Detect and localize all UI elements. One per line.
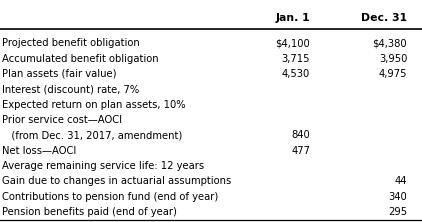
Text: 477: 477 bbox=[291, 146, 310, 156]
Text: $4,380: $4,380 bbox=[373, 38, 407, 48]
Text: 340: 340 bbox=[389, 192, 407, 202]
Text: Net loss—AOCI: Net loss—AOCI bbox=[2, 146, 76, 156]
Text: Dec. 31: Dec. 31 bbox=[361, 13, 407, 23]
Text: Interest (discount) rate, 7%: Interest (discount) rate, 7% bbox=[2, 84, 139, 94]
Text: Gain due to changes in actuarial assumptions: Gain due to changes in actuarial assumpt… bbox=[2, 176, 231, 186]
Text: 4,530: 4,530 bbox=[282, 69, 310, 79]
Text: Plan assets (fair value): Plan assets (fair value) bbox=[2, 69, 116, 79]
Text: 295: 295 bbox=[388, 207, 407, 217]
Text: Pension benefits paid (end of year): Pension benefits paid (end of year) bbox=[2, 207, 177, 217]
Text: Accumulated benefit obligation: Accumulated benefit obligation bbox=[2, 54, 159, 63]
Text: Contributions to pension fund (end of year): Contributions to pension fund (end of ye… bbox=[2, 192, 218, 202]
Text: Jan. 1: Jan. 1 bbox=[276, 13, 310, 23]
Text: Expected return on plan assets, 10%: Expected return on plan assets, 10% bbox=[2, 100, 186, 110]
Text: (from Dec. 31, 2017, amendment): (from Dec. 31, 2017, amendment) bbox=[2, 130, 182, 140]
Text: 4,975: 4,975 bbox=[379, 69, 407, 79]
Text: 44: 44 bbox=[395, 176, 407, 186]
Text: Prior service cost—AOCI: Prior service cost—AOCI bbox=[2, 115, 122, 125]
Text: $4,100: $4,100 bbox=[276, 38, 310, 48]
Text: Average remaining service life: 12 years: Average remaining service life: 12 years bbox=[2, 161, 204, 171]
Text: 3,715: 3,715 bbox=[281, 54, 310, 63]
Text: Projected benefit obligation: Projected benefit obligation bbox=[2, 38, 140, 48]
Text: 3,950: 3,950 bbox=[379, 54, 407, 63]
Text: 840: 840 bbox=[292, 130, 310, 140]
